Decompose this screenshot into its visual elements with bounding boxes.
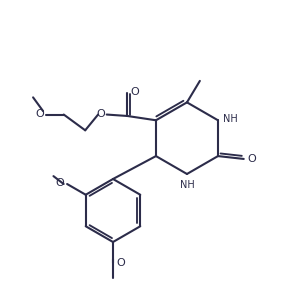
Text: O: O: [247, 154, 256, 164]
Text: NH: NH: [180, 180, 195, 190]
Text: O: O: [117, 258, 125, 267]
Text: O: O: [96, 109, 105, 119]
Text: NH: NH: [223, 114, 237, 124]
Text: O: O: [130, 87, 139, 97]
Text: O: O: [56, 178, 64, 188]
Text: O: O: [35, 109, 44, 119]
